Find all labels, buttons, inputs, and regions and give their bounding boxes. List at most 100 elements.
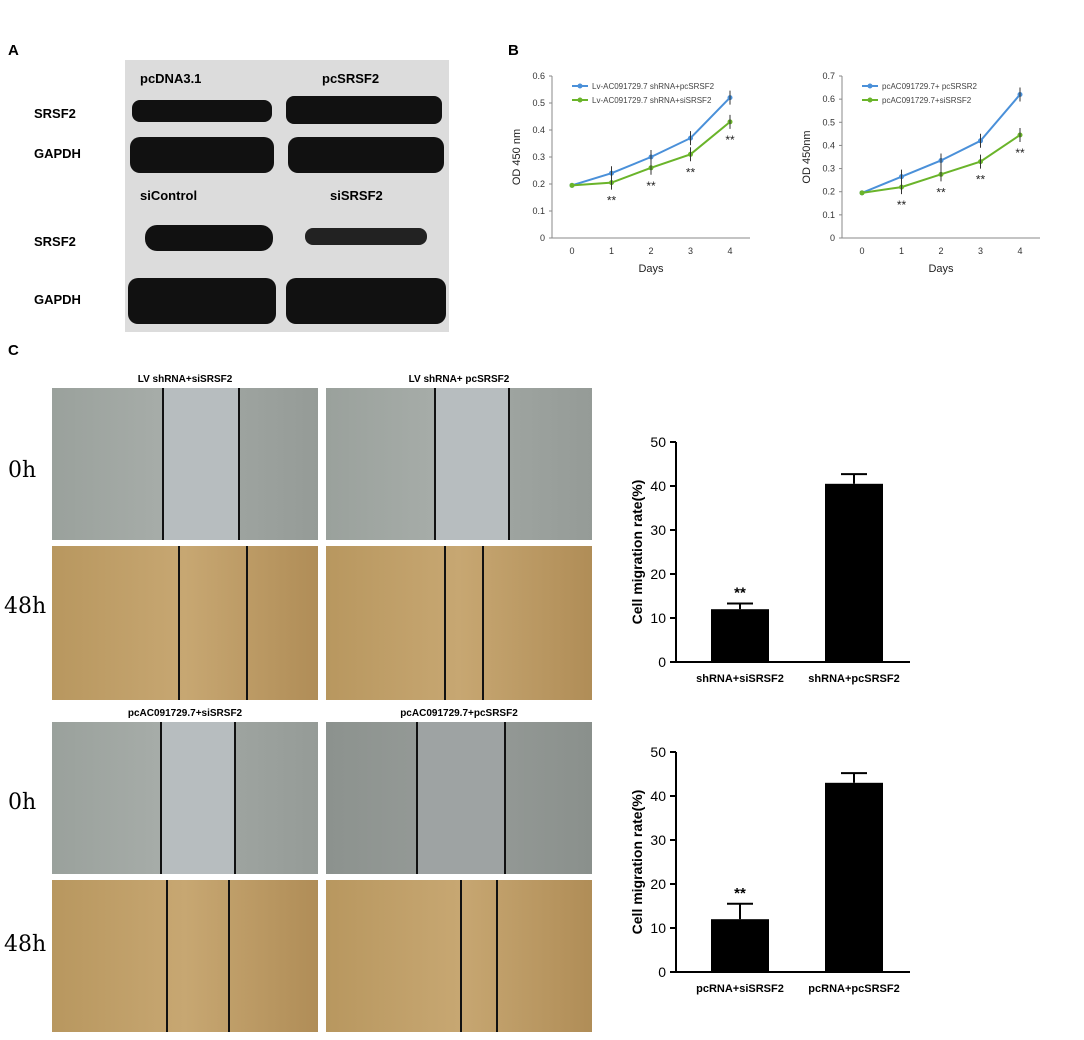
blot-band — [305, 228, 427, 245]
y-tick-label: 0.4 — [822, 140, 835, 150]
blot-band — [145, 225, 273, 251]
y-tick-label: 10 — [650, 610, 666, 626]
x-tick-label: shRNA+pcSRSF2 — [808, 673, 899, 685]
y-tick-label: 0.2 — [532, 179, 545, 189]
growth-chart-pcac: 0 0.1 0.2 0.3 0.4 0.5 0.6 0.7 0 1 2 3 4 Days OD 450nm p… — [801, 71, 1040, 275]
x-tick-label: 1 — [609, 246, 614, 256]
y-tick-label: 0.3 — [532, 152, 545, 162]
significance-mark: ** — [734, 885, 746, 902]
x-tick-label: 1 — [899, 246, 904, 256]
scratch-image-48h — [326, 880, 592, 1032]
y-axis-label: OD 450 nm — [511, 129, 523, 185]
x-tick-label: 2 — [938, 246, 943, 256]
y-tick-label: 30 — [650, 832, 666, 848]
scratch-image-0h — [326, 388, 592, 540]
growth-chart-shrna: 0 0.1 0.2 0.3 0.4 0.5 0.6 0 1 2 3 4 Days OD 450 nm Lv-… — [511, 71, 750, 275]
time-label: 0h — [8, 458, 37, 483]
y-tick-label: 0.1 — [532, 206, 545, 216]
x-tick-label: 4 — [1017, 246, 1022, 256]
blot-row-label: GAPDH — [34, 146, 81, 161]
y-tick-label: 0.2 — [822, 187, 835, 197]
bar — [825, 483, 883, 662]
panel-label-a: A — [8, 42, 19, 59]
migration-bar-chart-pcrna: 0 10 20 30 40 50 Cell migration rate(%) pcRNA+s… — [629, 744, 910, 995]
blot-header-pcsrsf2: pcSRSF2 — [322, 71, 380, 86]
y-axis-label: Cell migration rate(%) — [629, 480, 645, 625]
blot-band — [286, 96, 442, 124]
y-tick-label: 30 — [650, 522, 666, 538]
significance-mark: ** — [686, 165, 696, 179]
bar — [711, 609, 769, 662]
legend-label: Lv-AC091729.7 shRNA+pcSRSF2 — [592, 82, 715, 91]
x-axis-label: Days — [638, 263, 664, 275]
scratch-image-0h — [52, 388, 318, 540]
x-tick-label: pcRNA+siSRSF2 — [696, 983, 784, 995]
legend-marker — [867, 83, 873, 89]
time-label: 48h — [4, 594, 47, 619]
time-label: 48h — [4, 932, 47, 957]
significance-mark: ** — [646, 179, 656, 193]
x-tick-label: 4 — [727, 246, 732, 256]
data-point — [569, 182, 575, 188]
legend-label: Lv-AC091729.7 shRNA+siSRSF2 — [592, 96, 712, 105]
significance-mark: ** — [1015, 146, 1025, 160]
y-tick-label: 0.5 — [822, 117, 835, 127]
y-tick-label: 0.4 — [532, 125, 545, 135]
scratch-title: LV shRNA+siSRSF2 — [137, 374, 233, 385]
scratch-image-48h — [52, 880, 318, 1032]
bar — [825, 782, 883, 972]
migration-bar-chart-shrna: 0 10 20 30 40 50 Cell migration rate(%) shRNA+s… — [629, 434, 910, 685]
panel-label-b: B — [508, 42, 519, 59]
significance-mark: ** — [725, 133, 735, 147]
legend-marker — [577, 97, 583, 103]
x-tick-label: pcRNA+pcSRSF2 — [808, 983, 899, 995]
y-tick-label: 10 — [650, 920, 666, 936]
data-point — [859, 190, 865, 196]
x-tick-label: shRNA+siSRSF2 — [696, 673, 784, 685]
y-tick-label: 0 — [830, 233, 835, 243]
blot-band — [286, 278, 446, 324]
y-tick-label: 0.6 — [532, 71, 545, 81]
panel-label-c: C — [8, 342, 19, 359]
time-label: 0h — [8, 790, 37, 815]
y-tick-label: 0.7 — [822, 71, 835, 81]
western-blot: pcDNA3.1 pcSRSF2 SRSF2 GAPDH siControl s… — [0, 0, 460, 340]
scratch-image-48h — [52, 546, 318, 700]
blot-header-pcdna: pcDNA3.1 — [140, 71, 202, 86]
scratch-image-0h — [52, 722, 318, 874]
y-tick-label: 0.5 — [532, 98, 545, 108]
y-axis-label: Cell migration rate(%) — [629, 790, 645, 935]
scratch-title: pcAC091729.7+pcSRSF2 — [400, 708, 518, 719]
y-axis-label: OD 450nm — [801, 130, 813, 183]
bar — [711, 919, 769, 972]
legend-label: pcAC091729.7+ pcSRSR2 — [882, 82, 978, 91]
x-axis-label: Days — [928, 263, 954, 275]
significance-mark: ** — [607, 194, 617, 208]
legend-label: pcAC091729.7+siSRSF2 — [882, 96, 972, 105]
blot-row-label: GAPDH — [34, 292, 81, 307]
blot-header-sicontrol: siControl — [140, 188, 198, 203]
blot-row-label: SRSF2 — [34, 106, 76, 121]
significance-mark: ** — [976, 173, 986, 187]
y-tick-label: 0 — [658, 964, 666, 980]
y-tick-label: 0.1 — [822, 210, 835, 220]
scratch-title: pcAC091729.7+siSRSF2 — [127, 708, 243, 719]
y-tick-label: 50 — [650, 744, 666, 760]
scratch-image-0h — [326, 722, 592, 874]
blot-band — [128, 278, 276, 324]
x-tick-label: 2 — [648, 246, 653, 256]
blot-band — [130, 137, 274, 173]
y-tick-label: 50 — [650, 434, 666, 450]
y-tick-label: 40 — [650, 788, 666, 804]
y-tick-label: 20 — [650, 876, 666, 892]
scratch-image-48h — [326, 546, 592, 700]
legend-marker — [867, 97, 873, 103]
significance-mark: ** — [734, 584, 746, 601]
blot-header-sisrsf2: siSRSF2 — [330, 188, 383, 203]
legend-marker — [577, 83, 583, 89]
y-tick-label: 0.3 — [822, 164, 835, 174]
blot-band — [288, 137, 444, 173]
x-tick-label: 0 — [569, 246, 574, 256]
y-tick-label: 40 — [650, 478, 666, 494]
significance-mark: ** — [897, 198, 907, 212]
